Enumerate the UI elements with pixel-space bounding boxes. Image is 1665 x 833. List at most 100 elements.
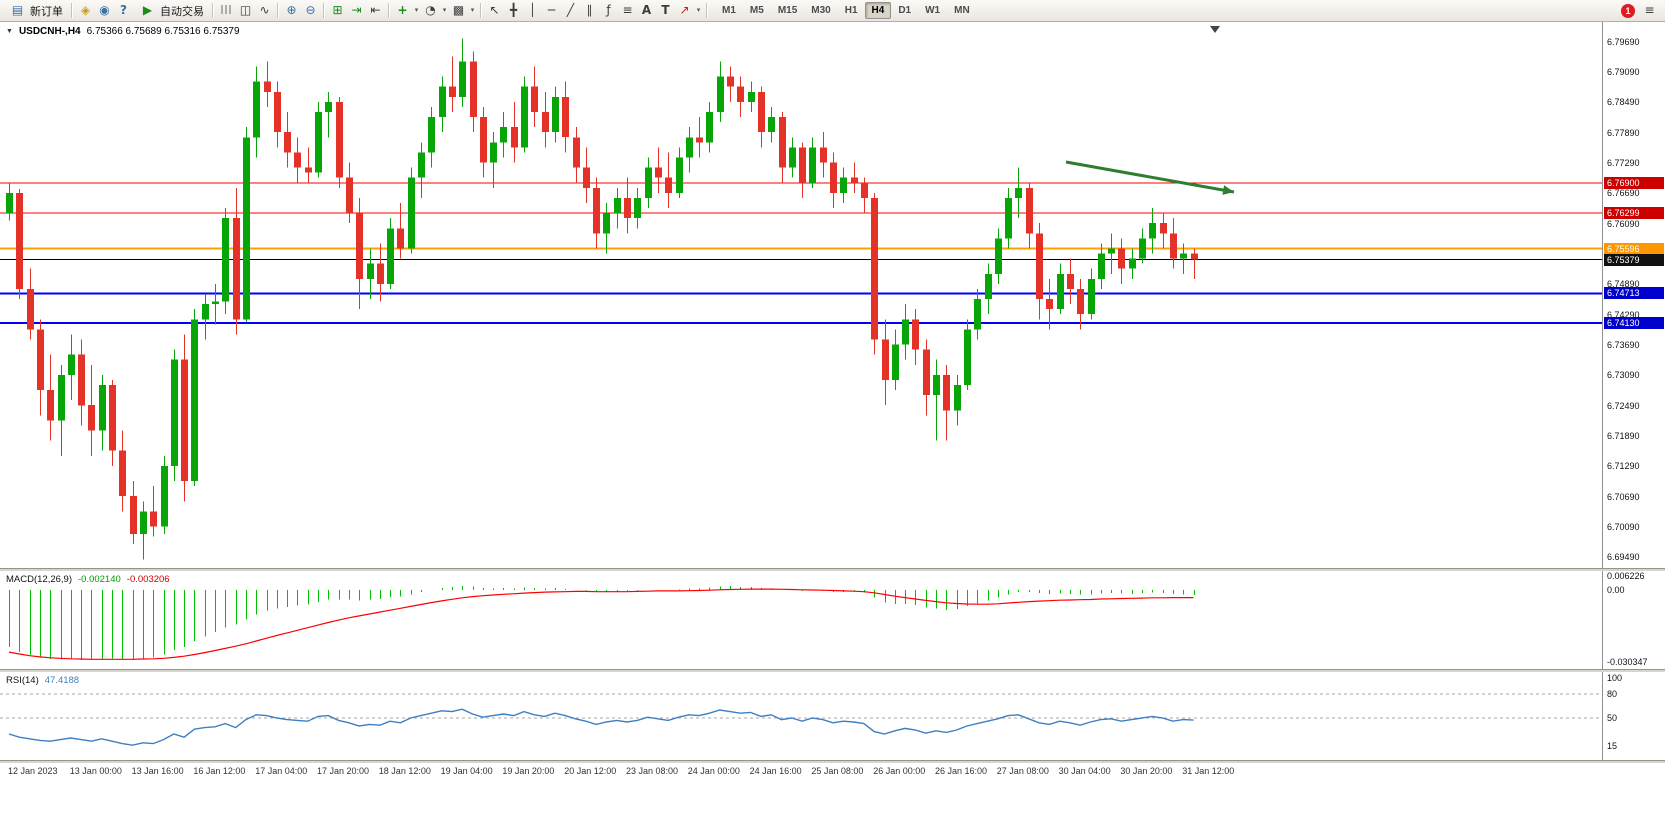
chart-shift-marker — [1210, 26, 1220, 33]
community-icon[interactable]: ◉ — [99, 3, 110, 17]
trend-arrow[interactable] — [1065, 160, 1235, 195]
rsi-axis: 100 80 50 15 — [1602, 672, 1665, 760]
auto-scroll-icon[interactable]: ⇥ — [351, 3, 362, 17]
price-axis-label: 6.70690 — [1607, 491, 1640, 502]
macd-panel[interactable]: 0.006226 0.00 -0.030347 MACD(12,26,9) -0.0… — [0, 571, 1665, 669]
zoom-out-icon[interactable]: ⊖ — [305, 3, 316, 17]
time-axis-label: 20 Jan 12:00 — [564, 766, 617, 776]
price-axis-label: 6.79690 — [1607, 36, 1640, 47]
price-chart-panel[interactable]: 6.79690 6.79090 6.78490 6.77890 6.77290 6.766… — [0, 22, 1665, 568]
autotrading-button[interactable]: ▶ 自动交易 — [133, 1, 209, 20]
macd-histogram — [8, 586, 1196, 660]
macd-main-value: -0.002140 — [78, 574, 121, 585]
autotrading-label: 自动交易 — [160, 5, 204, 18]
macd-indicator-label: MACD(12,26,9) -0.002140 -0.003206 — [6, 574, 170, 585]
text-tool-icon[interactable]: A — [641, 3, 652, 17]
price-axis-label: 6.74890 — [1607, 279, 1640, 290]
panel-separator[interactable] — [0, 669, 1665, 672]
time-axis-label: 23 Jan 08:00 — [626, 766, 679, 776]
templates-dropdown-icon[interactable]: ▾ — [470, 6, 475, 14]
timeframe-w1[interactable]: W1 — [925, 5, 941, 16]
time-axis-label: 26 Jan 16:00 — [935, 766, 988, 776]
timeframe-m1[interactable]: M1 — [722, 5, 736, 16]
new-order-button[interactable]: ▤ 新订单 — [3, 1, 68, 20]
rsi-indicator-label: RSI(14) 47.4188 — [6, 675, 79, 686]
tile-windows-icon[interactable]: ⊞ — [332, 3, 343, 17]
price-level-tag: 6.76900 — [1604, 176, 1664, 189]
rsi-axis-label: 50 — [1607, 713, 1618, 723]
macd-axis-label: -0.030347 — [1607, 656, 1648, 667]
price-level-tag: 6.76299 — [1604, 207, 1664, 220]
time-axis-label: 30 Jan 20:00 — [1120, 766, 1173, 776]
macd-signal-value: -0.003206 — [126, 574, 170, 585]
macd-axis-label: 0.006226 — [1607, 571, 1645, 581]
time-axis-label: 24 Jan 00:00 — [687, 766, 740, 776]
toolbar-separator — [706, 3, 708, 18]
toolbar-separator — [212, 3, 214, 18]
line-chart-icon[interactable]: ∿ — [259, 3, 270, 17]
panel-separator[interactable] — [0, 568, 1665, 571]
channel-tool-icon[interactable]: ∥ — [586, 3, 593, 17]
horizontal-line-tool-icon[interactable]: ─ — [547, 3, 556, 17]
rsi-canvas — [0, 693, 1602, 746]
price-axis-label: 6.76690 — [1607, 188, 1640, 199]
price-axis-label: 6.78490 — [1607, 97, 1640, 108]
vertical-line-tool-icon[interactable]: │ — [528, 3, 537, 17]
cursor-tool-icon[interactable]: ↖ — [489, 3, 500, 17]
indicators-icon[interactable]: + — [397, 3, 408, 17]
toolbar-separator — [388, 3, 390, 18]
price-axis-label: 6.73690 — [1607, 340, 1640, 351]
candlestick-chart-icon[interactable]: ◫ — [239, 3, 252, 17]
timeframe-m5[interactable]: M5 — [749, 5, 764, 16]
time-axis-label: 17 Jan 04:00 — [255, 766, 308, 776]
macd-axis-label: 0.00 — [1607, 585, 1625, 595]
timeframe-mn[interactable]: MN — [954, 5, 970, 16]
zoom-in-icon[interactable]: ⊕ — [286, 3, 297, 17]
rsi-panel[interactable]: 100 80 50 15 RSI(14) 47.4188 — [0, 672, 1665, 760]
crosshair-tool-icon[interactable]: ╋ — [509, 3, 518, 17]
templates-icon[interactable]: ▩ — [452, 3, 465, 17]
chart-window: 6.79690 6.79090 6.78490 6.77890 6.77290 6.766… — [0, 22, 1665, 833]
panel-separator[interactable] — [0, 760, 1665, 763]
rsi-line — [8, 708, 1194, 746]
label-tool-icon[interactable]: T — [661, 3, 670, 17]
arrows-dropdown-icon[interactable]: ▾ — [696, 6, 701, 14]
notification-badge[interactable]: 1 — [1621, 3, 1635, 18]
time-axis-label: 24 Jan 16:00 — [749, 766, 802, 776]
symbol-dropdown-icon[interactable]: ▼ — [6, 28, 13, 35]
macd-name: MACD(12,26,9) — [6, 574, 72, 585]
periods-dropdown-icon[interactable]: ▾ — [442, 6, 447, 14]
timeframe-d1[interactable]: D1 — [898, 5, 912, 16]
fibonacci-tool-icon[interactable]: ƒ — [606, 3, 611, 17]
price-level-tag: 6.75596 — [1604, 242, 1664, 255]
trendline-tool-icon[interactable]: ╱ — [566, 3, 575, 17]
arrows-tool-icon[interactable]: ↗ — [679, 3, 690, 17]
help-icon[interactable]: ? — [120, 3, 127, 17]
chart-ohlc-values: 6.75366 6.75689 6.75316 6.75379 — [86, 26, 240, 37]
price-axis-label: 6.72490 — [1607, 400, 1640, 411]
time-axis-label: 19 Jan 20:00 — [502, 766, 555, 776]
price-axis-label: 6.76090 — [1607, 218, 1640, 229]
price-level-tag: 6.74713 — [1604, 287, 1664, 300]
bar-chart-icon[interactable]: ||| — [220, 5, 233, 15]
autotrading-icon: ▶ — [142, 3, 153, 17]
price-chart-canvas[interactable] — [0, 22, 1602, 568]
timeframe-h4[interactable]: H4 — [864, 2, 892, 19]
guide-icon[interactable]: ◈ — [80, 3, 91, 17]
price-axis: 6.79690 6.79090 6.78490 6.77890 6.77290 6.766… — [1602, 22, 1665, 568]
time-axis-label: 17 Jan 20:00 — [317, 766, 370, 776]
cycle-lines-tool-icon[interactable]: ≡ — [622, 3, 633, 17]
price-axis-label: 6.79090 — [1607, 67, 1640, 78]
time-axis[interactable]: 12 Jan 2023 13 Jan 00:00 13 Jan 16:00 16 Ja… — [0, 763, 1665, 781]
timeframe-m15[interactable]: M15 — [777, 5, 798, 16]
chart-symbol-period: USDCNH-,H4 — [18, 26, 81, 37]
menu-icon[interactable]: ≡ — [1644, 3, 1655, 17]
main-toolbar: ▤ 新订单 ◈ ◉ ? ▶ 自动交易 ||| ◫ ∿ ⊕ ⊖ ⊞ ⇥ ⇤ + ▾… — [0, 0, 1665, 22]
macd-signal-line — [8, 588, 1194, 660]
chart-shift-icon[interactable]: ⇤ — [370, 3, 381, 17]
indicators-dropdown-icon[interactable]: ▾ — [414, 6, 419, 14]
toolbar-right-group: 1 ≡ — [1621, 2, 1662, 19]
periods-icon[interactable]: ◔ — [425, 3, 436, 17]
timeframe-h1[interactable]: H1 — [844, 5, 858, 16]
timeframe-m30[interactable]: M30 — [811, 5, 831, 16]
